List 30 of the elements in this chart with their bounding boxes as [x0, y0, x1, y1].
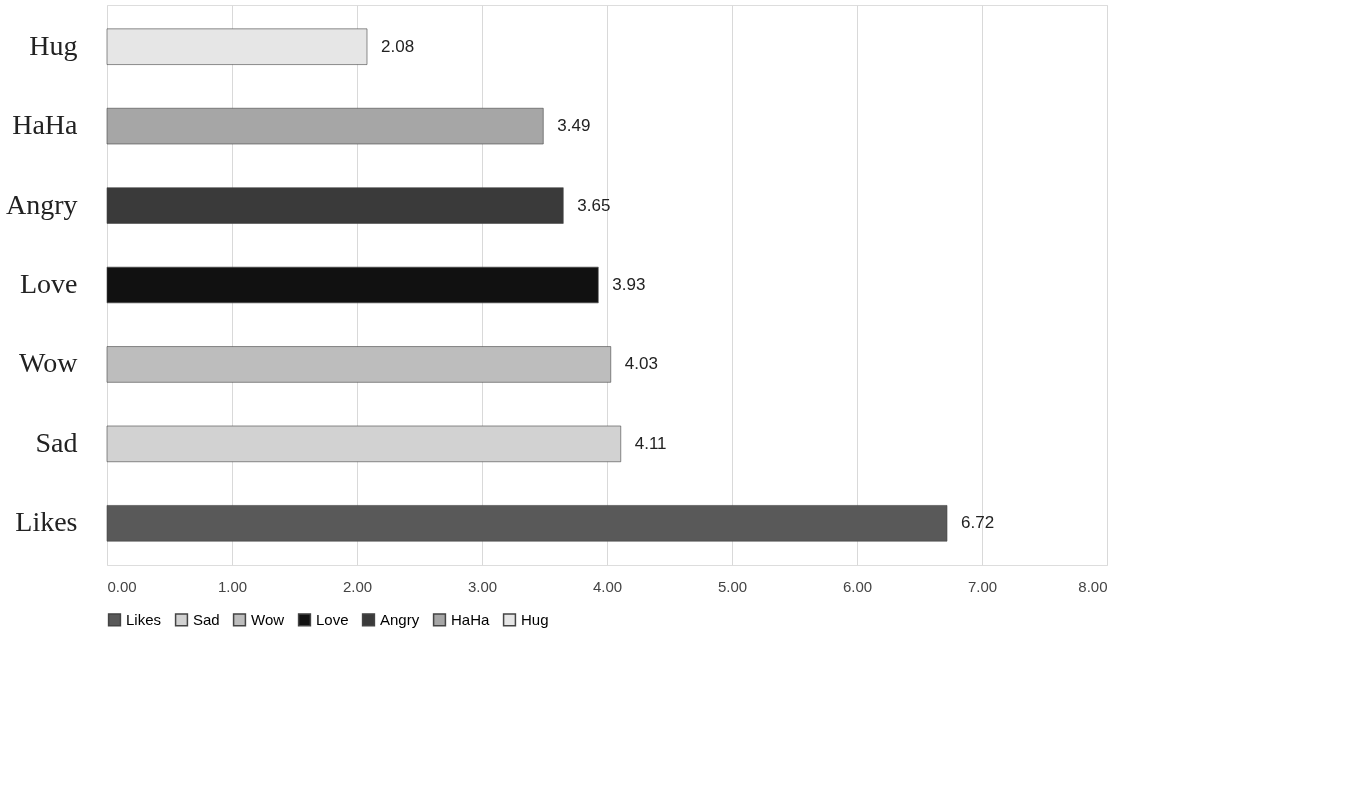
y-tick-label: Angry: [5, 188, 78, 220]
data-label: 6.72: [961, 513, 995, 533]
data-label: 3.49: [557, 116, 591, 136]
legend-label: Love: [316, 610, 349, 628]
data-label: 3.65: [577, 195, 611, 215]
legend-label: Angry: [380, 610, 420, 628]
x-tick-label: 5.00: [717, 577, 748, 595]
data-label: 4.11: [634, 433, 667, 453]
y-tick-label: Sad: [35, 426, 78, 458]
data-label: 3.93: [612, 275, 646, 294]
x-tick-label: 1.00: [217, 577, 248, 595]
x-tick-label: 4.00: [592, 577, 623, 595]
data-label: 2.08: [381, 36, 415, 56]
y-tick-label: HaHa: [12, 109, 79, 141]
x-tick-label: 0.00: [107, 577, 137, 595]
y-tick-label: Likes: [15, 506, 78, 538]
legend-label: Likes: [126, 610, 162, 628]
y-tick-label: Hug: [29, 29, 78, 61]
y-tick-label: Wow: [19, 347, 79, 379]
x-tick-label: 8.00: [1078, 577, 1108, 595]
x-tick-label: 3.00: [467, 577, 498, 595]
legend-label: Wow: [251, 610, 285, 628]
legend-label: Hug: [521, 610, 549, 628]
x-tick-label: 6.00: [842, 577, 873, 595]
legend-label: Sad: [193, 610, 220, 628]
x-tick-label: 7.00: [967, 577, 998, 595]
legend-label: HaHa: [451, 610, 491, 628]
x-tick-label: 2.00: [342, 577, 373, 595]
data-label: 4.03: [624, 354, 658, 374]
y-tick-label: Love: [19, 268, 78, 299]
